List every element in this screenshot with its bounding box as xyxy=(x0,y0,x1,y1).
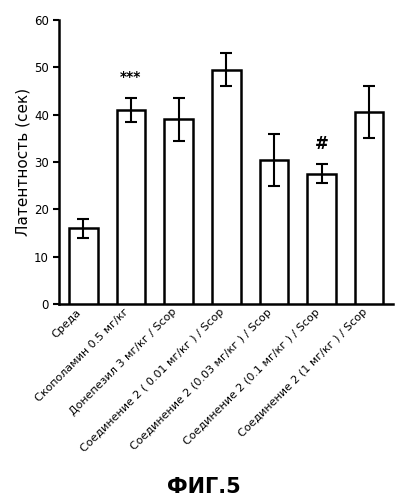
Bar xyxy=(69,228,98,304)
Bar xyxy=(355,112,384,304)
Bar xyxy=(307,174,336,304)
Bar xyxy=(164,119,193,304)
Bar xyxy=(259,160,288,304)
Text: ***: *** xyxy=(120,70,142,84)
Bar xyxy=(117,110,145,304)
Text: #: # xyxy=(315,135,328,153)
Bar xyxy=(212,70,241,304)
Y-axis label: Латентность (сек): Латентность (сек) xyxy=(15,88,30,236)
Text: ФИГ.5: ФИГ.5 xyxy=(167,477,241,497)
